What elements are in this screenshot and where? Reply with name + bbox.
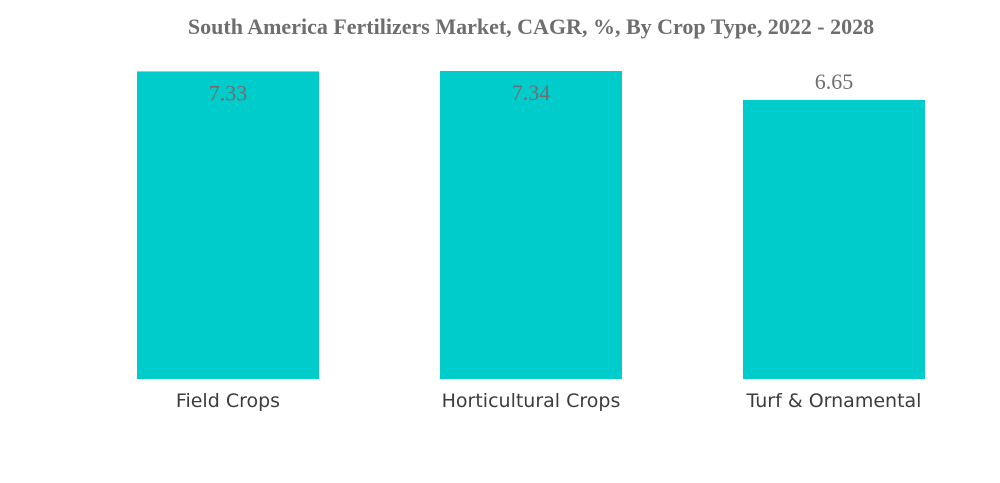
x-tick-label: Field Crops	[176, 390, 280, 412]
chart-title: South America Fertilizers Market, CAGR, …	[187, 14, 875, 39]
bar-turf-ornamental	[743, 99, 925, 380]
bar-value-label: 6.65	[815, 69, 854, 94]
bar-field-crops	[137, 71, 319, 379]
bar-horticultural-crops	[440, 71, 622, 379]
bar-value-label: 7.33	[209, 80, 248, 105]
x-tick-label: Turf & Ornamental	[746, 390, 922, 412]
x-tick-label: Horticultural Crops	[442, 390, 621, 412]
bar-value-label: 7.34	[512, 80, 551, 105]
